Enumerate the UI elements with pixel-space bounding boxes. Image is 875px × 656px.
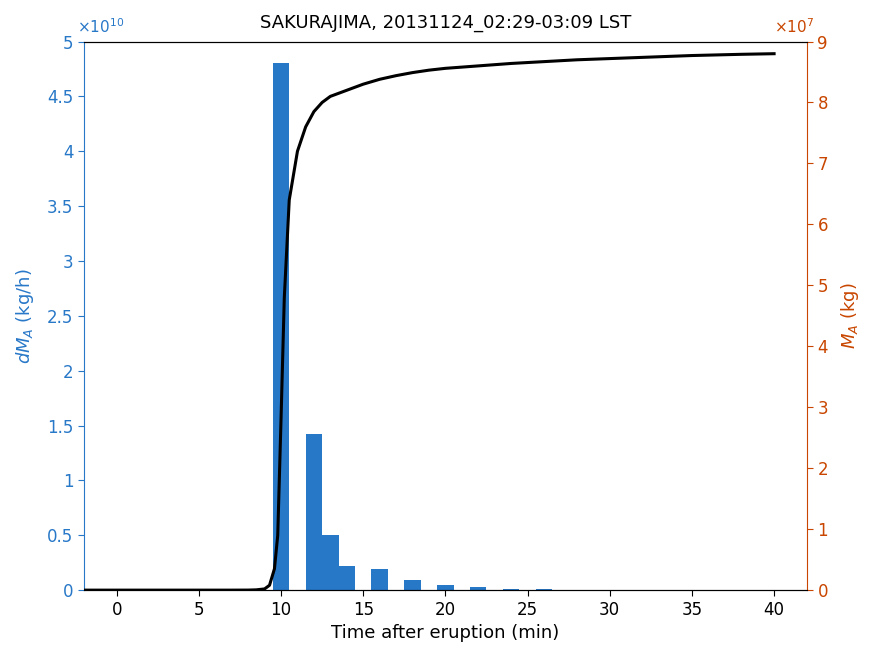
Bar	[371, 569, 388, 590]
Bar	[339, 566, 355, 590]
Bar	[273, 64, 290, 590]
X-axis label: Time after eruption (min): Time after eruption (min)	[332, 624, 559, 642]
Bar	[404, 581, 421, 590]
Bar	[470, 587, 487, 590]
Y-axis label: $M_A\ \mathrm{(kg)}$: $M_A\ \mathrm{(kg)}$	[839, 283, 861, 349]
Y-axis label: $dM_A\ \mathrm{(kg/h)}$: $dM_A\ \mathrm{(kg/h)}$	[14, 268, 36, 363]
Text: $\times 10^{10}$: $\times 10^{10}$	[76, 17, 124, 36]
Text: $\times 10^{7}$: $\times 10^{7}$	[774, 17, 815, 36]
Bar	[322, 535, 339, 590]
Bar	[438, 584, 453, 590]
Bar	[305, 434, 322, 590]
Bar	[503, 589, 520, 590]
Title: SAKURAJIMA, 20131124_02:29-03:09 LST: SAKURAJIMA, 20131124_02:29-03:09 LST	[260, 14, 631, 32]
